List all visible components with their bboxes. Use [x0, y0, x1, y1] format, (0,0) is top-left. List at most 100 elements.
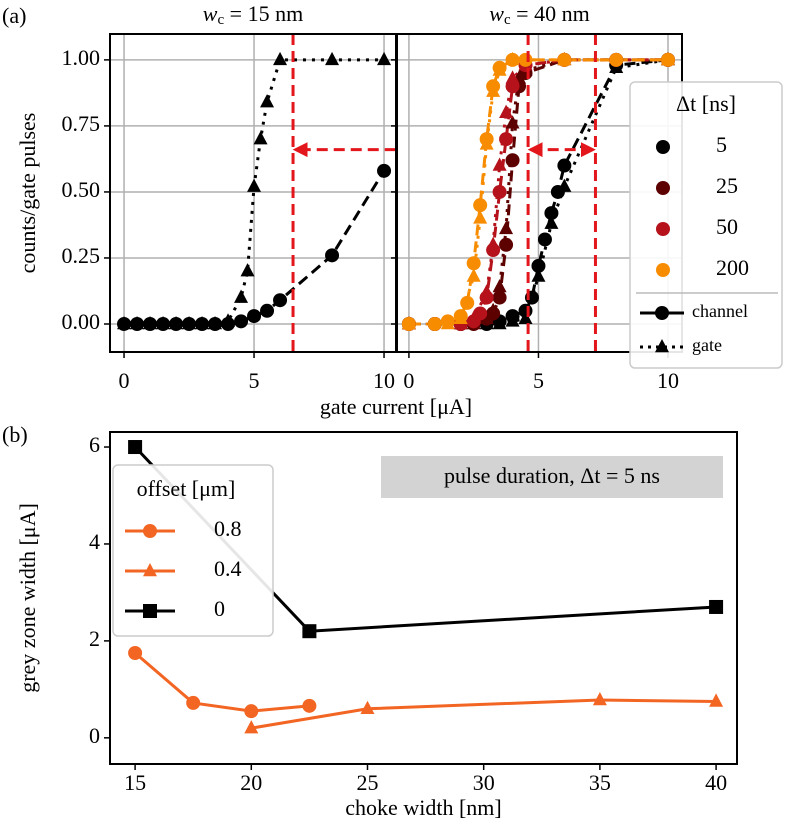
y-tick-label: 2 [89, 626, 100, 651]
data-point [247, 178, 262, 192]
x-tick-label: 20 [240, 770, 262, 795]
legend-marker [656, 222, 670, 236]
data-point [550, 184, 565, 199]
data-point [244, 704, 259, 719]
panel-title: wc = 15 nm [203, 1, 303, 28]
x-tick-label: 25 [356, 770, 378, 795]
data-point [492, 278, 507, 293]
data-point [117, 317, 132, 332]
data-point [360, 700, 375, 714]
y-axis-label: counts/gate pulses [15, 113, 40, 274]
data-point [505, 153, 520, 168]
title-part: w [203, 1, 218, 26]
title-part: c [504, 12, 511, 28]
legend-marker [143, 562, 157, 577]
data-point [544, 206, 559, 221]
title-part: = 40 nm [511, 1, 590, 26]
data-point [247, 309, 262, 324]
data-point [143, 317, 158, 332]
data-point [609, 52, 624, 67]
panel-label: (a) [2, 3, 26, 28]
panel-title: wc = 40 nm [489, 1, 589, 28]
x-tick-label: 5 [533, 368, 544, 393]
legend-marker [656, 263, 670, 277]
title-part: c [217, 12, 224, 28]
data-point [492, 157, 507, 171]
legend-label: channel [692, 301, 748, 321]
x-tick-label: 40 [705, 770, 727, 795]
axes-frame [109, 431, 738, 765]
data-point [273, 51, 288, 66]
data-point [325, 51, 340, 66]
y-tick-label: 1.00 [62, 45, 101, 70]
legend-marker [656, 140, 670, 154]
x-tick-label: 35 [589, 770, 611, 795]
legend-marker [143, 524, 157, 538]
legend-marker [655, 338, 669, 353]
panel-label: (b) [2, 422, 28, 447]
data-point [479, 132, 494, 147]
data-point [453, 309, 468, 324]
data-point [661, 52, 676, 67]
data-point [518, 303, 533, 318]
data-point [260, 94, 275, 108]
x-tick-label: 0 [403, 368, 414, 393]
legend-label: gate [692, 335, 722, 355]
data-point [195, 317, 210, 332]
data-point [244, 720, 259, 734]
data-point [492, 60, 507, 75]
data-point [169, 317, 184, 332]
title-part: = 15 nm [224, 1, 303, 26]
data-point [505, 79, 520, 94]
y-tick-label: 6 [89, 432, 100, 457]
legend-label: 0.8 [214, 516, 242, 541]
data-point [325, 248, 340, 263]
legend-box [629, 81, 783, 369]
data-point [531, 258, 546, 273]
annotation-box [381, 456, 723, 498]
y-tick-label: 0.25 [62, 243, 101, 268]
data-point [302, 624, 317, 639]
data-point [128, 646, 143, 661]
title-part: w [489, 1, 504, 26]
data-point [499, 104, 514, 118]
legend-marker [655, 306, 669, 320]
data-point [537, 232, 552, 247]
series-line [134, 651, 310, 713]
legend-title: Δt [ns] [676, 91, 736, 116]
data-point [492, 290, 507, 305]
data-point [486, 243, 501, 258]
x-axis-label: gate current [μA] [320, 394, 472, 419]
data-point [440, 314, 455, 329]
data-point [130, 317, 145, 332]
data-point [557, 158, 572, 173]
y-axis-label: grey zone width [μA] [15, 503, 40, 693]
data-point [499, 220, 514, 235]
data-point [208, 317, 223, 332]
x-tick-label: 15 [124, 770, 146, 795]
data-point [302, 698, 317, 713]
data-point [544, 215, 559, 229]
data-point [557, 52, 572, 67]
data-point [460, 295, 475, 310]
legend-label: 0.4 [214, 556, 242, 581]
data-point [234, 289, 249, 303]
data-point [479, 290, 494, 305]
data-point [518, 52, 533, 67]
data-point [486, 79, 501, 94]
y-tick-label: 0.00 [62, 309, 101, 334]
legend-label: 5 [716, 132, 727, 157]
x-tick-label: 0 [119, 368, 130, 393]
data-point [273, 293, 288, 308]
data-point [182, 317, 197, 332]
data-point [466, 268, 481, 282]
data-point [499, 132, 514, 147]
data-point [377, 51, 392, 66]
legend-marker [656, 181, 670, 195]
x-tick-label: 30 [473, 770, 495, 795]
legend-box [112, 464, 274, 637]
data-point [377, 163, 392, 178]
data-point [156, 317, 171, 332]
y-tick-label: 0 [89, 723, 100, 748]
